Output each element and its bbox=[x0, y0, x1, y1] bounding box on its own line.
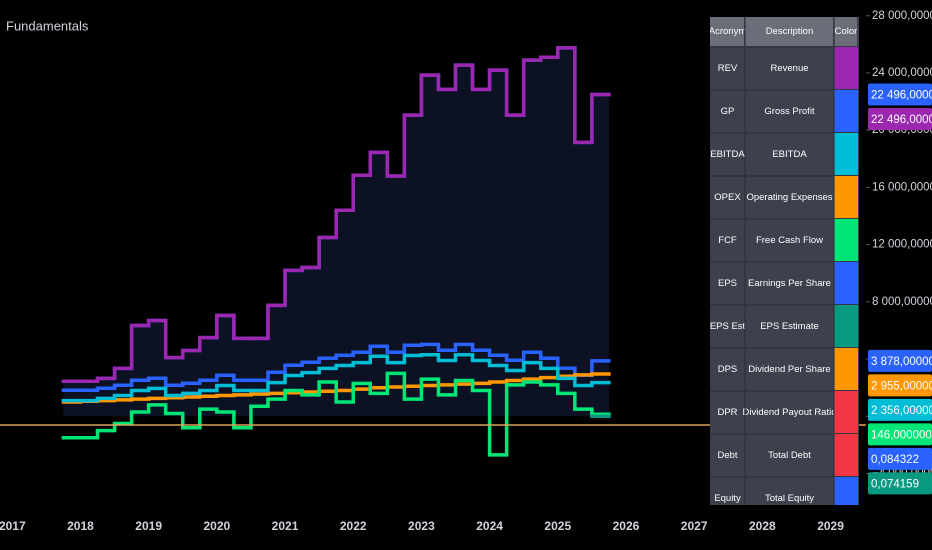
price-label-box bbox=[868, 107, 932, 130]
x-tick-label: 2028 bbox=[749, 519, 776, 533]
color-swatch bbox=[834, 176, 858, 218]
price-label-box bbox=[868, 83, 932, 106]
acronym: FCF bbox=[718, 235, 737, 246]
price-label: 2 955,000000 bbox=[871, 380, 932, 392]
x-tick-label: 2021 bbox=[272, 519, 299, 533]
price-label-box bbox=[868, 447, 932, 470]
price-label: 0,084322 bbox=[871, 454, 919, 466]
axes: 2017 2018 2019 2020 2021 2022 2023 2024 2025 2026… bbox=[0, 10, 932, 533]
price-label: 3 878,000000 bbox=[871, 356, 932, 368]
price-label: 22 496,000000 bbox=[871, 114, 932, 126]
price-label: 22 496,000000 bbox=[871, 90, 932, 102]
header-text: Color bbox=[835, 26, 858, 37]
acronym: REV bbox=[718, 63, 738, 74]
acronym: DPS bbox=[718, 364, 738, 375]
x-tick-label: 2029 bbox=[817, 519, 844, 533]
description: Dividend Per Share bbox=[748, 364, 830, 375]
area-fill bbox=[63, 47, 609, 417]
price-label-box bbox=[868, 472, 932, 495]
x-tick-label: 2023 bbox=[408, 519, 435, 533]
color-swatch bbox=[834, 219, 858, 261]
chart-title: Fundamentals bbox=[6, 18, 89, 33]
color-swatch bbox=[834, 47, 858, 89]
x-tick-label: 2017 bbox=[0, 519, 26, 533]
description: Operating Expenses bbox=[746, 192, 832, 203]
acronym: EPS bbox=[718, 278, 737, 289]
color-swatch bbox=[834, 133, 858, 175]
color-swatch bbox=[834, 477, 858, 505]
price-label-box bbox=[868, 423, 932, 446]
header-cell bbox=[745, 17, 833, 46]
description: Free Cash Flow bbox=[756, 235, 823, 246]
price-label-box bbox=[868, 398, 932, 421]
x-tick-label: 2027 bbox=[681, 519, 708, 533]
color-swatch bbox=[834, 262, 858, 304]
description: Revenue bbox=[770, 63, 808, 74]
description: Dividend Payout Ratio bbox=[743, 407, 837, 418]
y-tick-label: 24 000,000000 bbox=[872, 67, 932, 79]
header-text: Description bbox=[766, 26, 814, 37]
color-swatch bbox=[834, 391, 858, 433]
price-label: 2 356,000000 bbox=[871, 405, 932, 417]
color-swatch bbox=[834, 90, 858, 132]
table-body: Acronym Description Color REV Revenue GP Gross… bbox=[709, 17, 859, 505]
color-swatch bbox=[834, 348, 858, 390]
x-tick-label: 2026 bbox=[613, 519, 640, 533]
header-cell bbox=[834, 17, 857, 46]
acronym: EPS Est bbox=[710, 321, 746, 332]
x-tick-label: 2022 bbox=[340, 519, 367, 533]
y-tick-label: 16 000,000000 bbox=[872, 181, 932, 193]
description: Total Equity bbox=[765, 493, 814, 504]
y-tick-label: 8 000,000000 bbox=[872, 296, 932, 308]
acronym: Debt bbox=[717, 450, 737, 461]
header-text: Acronym bbox=[709, 26, 747, 37]
price-label: 0,074159 bbox=[871, 478, 919, 490]
acronym: EBITDA bbox=[710, 149, 745, 160]
description: Earnings Per Share bbox=[748, 278, 831, 289]
color-swatch bbox=[834, 305, 858, 347]
x-tick-label: 2019 bbox=[135, 519, 162, 533]
acronym: DPR bbox=[717, 407, 737, 418]
acronym: Equity bbox=[714, 493, 741, 504]
description: EBITDA bbox=[772, 149, 807, 160]
plot-area bbox=[61, 46, 611, 457]
header-cell bbox=[710, 17, 744, 46]
description: Gross Profit bbox=[764, 106, 815, 117]
price-label-box bbox=[868, 349, 932, 372]
x-tick-label: 2025 bbox=[544, 519, 571, 533]
y-tick-label: 12 000,000000 bbox=[872, 239, 932, 251]
price-label: 146,000000 bbox=[871, 429, 932, 441]
table: Acronym Description Color REV Revenue GP Gross… bbox=[709, 17, 859, 505]
x-tick-label: 2024 bbox=[476, 519, 503, 533]
x-tick-label: 2020 bbox=[203, 519, 230, 533]
x-tick-label: 2018 bbox=[67, 519, 94, 533]
y-tick-label: 28 000,000000 bbox=[872, 10, 932, 22]
acronym: OPEX bbox=[714, 192, 741, 203]
description: Total Debt bbox=[768, 450, 811, 461]
description: EPS Estimate bbox=[760, 321, 819, 332]
price-label-box bbox=[868, 374, 932, 397]
acronym: GP bbox=[721, 106, 735, 117]
color-swatch bbox=[834, 434, 858, 476]
